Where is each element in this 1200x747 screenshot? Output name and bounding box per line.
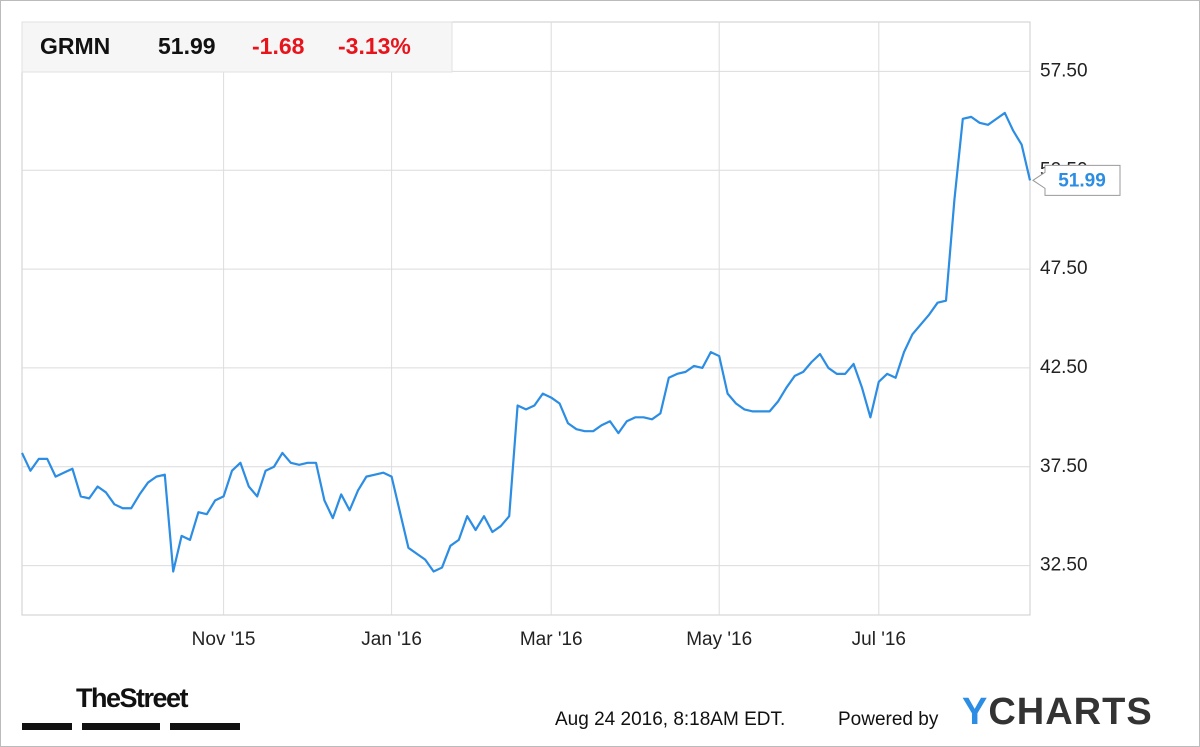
plot-area bbox=[21, 21, 1031, 616]
x-tick-label: Mar '16 bbox=[520, 629, 583, 650]
y-tick-label: 32.50 bbox=[1040, 555, 1088, 576]
x-tick-label: Jan '16 bbox=[361, 629, 422, 650]
brand-logo: YCHARTS bbox=[962, 691, 1153, 733]
last-value-callout bbox=[1032, 164, 1121, 196]
y-tick-label: 37.50 bbox=[1040, 456, 1088, 477]
price-line bbox=[21, 111, 1032, 573]
logo-bar bbox=[82, 723, 160, 730]
change-pct: -3.13% bbox=[338, 33, 411, 59]
x-tick-label: Nov '15 bbox=[192, 629, 256, 650]
y-tick-label: 57.50 bbox=[1040, 60, 1088, 81]
y-tick-label: 47.50 bbox=[1040, 258, 1088, 279]
change: -1.68 bbox=[252, 33, 305, 59]
timestamp: Aug 24 2016, 8:18AM EDT. bbox=[555, 709, 785, 730]
y-tick-label: 42.50 bbox=[1040, 357, 1088, 378]
logo-bar bbox=[170, 723, 240, 730]
x-tick-label: Jul '16 bbox=[852, 629, 906, 650]
header-box bbox=[21, 21, 453, 73]
last-value-label: 51.99 bbox=[1058, 170, 1106, 191]
x-tick-label: May '16 bbox=[686, 629, 752, 650]
source-logo: TheStreet bbox=[76, 683, 189, 713]
price: 51.99 bbox=[158, 33, 216, 59]
powered-by: Powered by bbox=[838, 709, 939, 730]
logo-bar bbox=[22, 723, 72, 730]
ticker: GRMN bbox=[40, 33, 110, 59]
